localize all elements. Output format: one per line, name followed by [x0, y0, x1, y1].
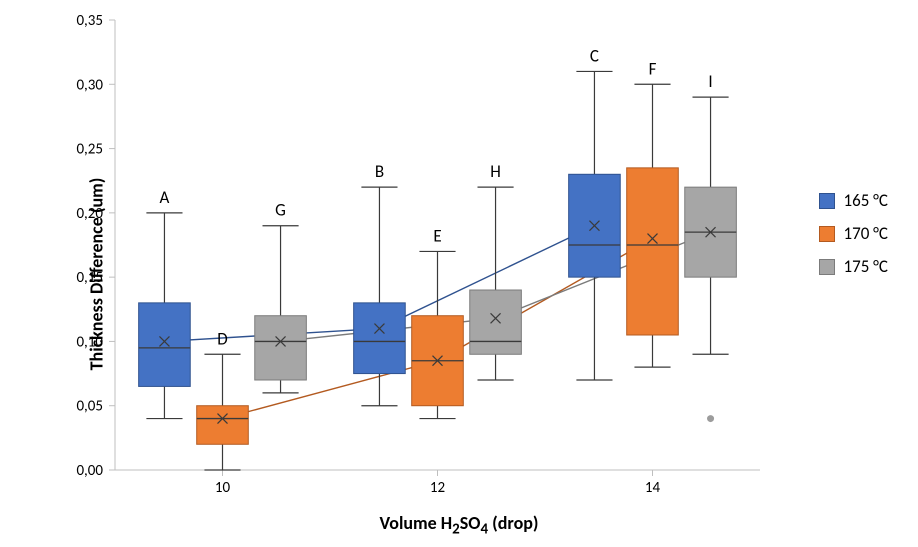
- legend-label: 175 °C: [843, 256, 888, 277]
- box-letter: C: [590, 45, 599, 66]
- svg-text:14: 14: [645, 479, 661, 497]
- svg-text:10: 10: [215, 479, 231, 497]
- box-letter: B: [375, 161, 384, 182]
- legend: 165 °C 170 °C 175 °C: [819, 190, 888, 289]
- y-axis-title: Thickness Difference (um): [85, 177, 107, 370]
- svg-text:0,05: 0,05: [76, 398, 103, 416]
- legend-label: 165 °C: [843, 190, 888, 211]
- box-letter: A: [160, 187, 170, 208]
- plot-area: 0,000,050,100,150,200,250,300,35101214AD…: [0, 0, 918, 547]
- legend-item: 170 °C: [819, 223, 888, 244]
- box-letter: D: [217, 328, 227, 349]
- legend-swatch: [819, 226, 835, 242]
- svg-text:12: 12: [430, 479, 445, 497]
- x-axis-title: Volume H2SO4 (drop): [379, 512, 538, 539]
- box-letter: E: [433, 225, 441, 246]
- legend-swatch: [819, 193, 835, 209]
- legend-item: 175 °C: [819, 256, 888, 277]
- boxplot-chart: Thickness Difference (um) 0,000,050,100,…: [0, 0, 918, 547]
- x-axis-title-text: Volume H2SO4 (drop): [379, 512, 538, 534]
- legend-label: 170 °C: [843, 223, 888, 244]
- svg-text:0,00: 0,00: [76, 462, 103, 480]
- svg-text:0,30: 0,30: [76, 76, 103, 94]
- box-letter: I: [708, 71, 712, 92]
- box-letter: G: [275, 200, 286, 221]
- legend-item: 165 °C: [819, 190, 888, 211]
- legend-swatch: [819, 259, 835, 275]
- box-letter: F: [649, 58, 657, 79]
- svg-text:0,35: 0,35: [76, 12, 103, 30]
- svg-text:0,25: 0,25: [76, 141, 103, 159]
- box-letter: H: [490, 161, 501, 182]
